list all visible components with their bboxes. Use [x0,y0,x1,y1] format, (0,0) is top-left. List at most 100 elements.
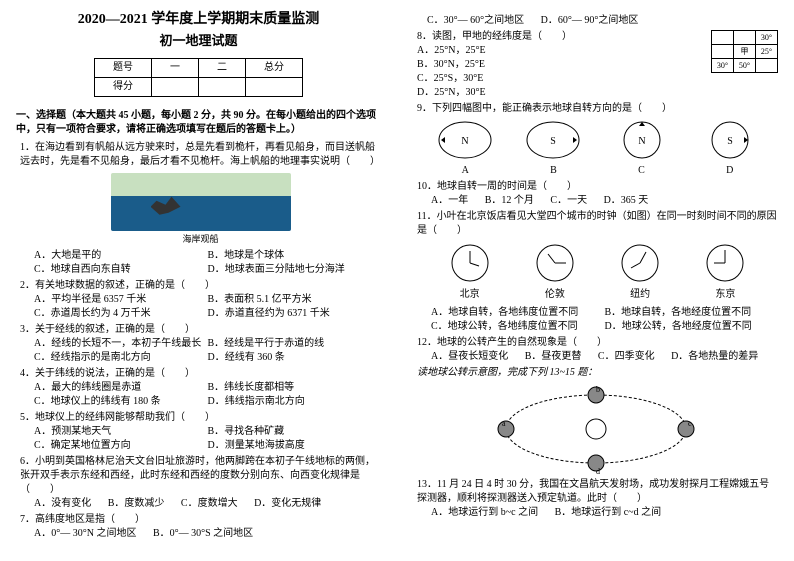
compass-c-icon: N [612,118,672,162]
q2-C: C．赤道周长约为 4 万千米 [34,307,208,321]
q1-text: 1．在海边看到有帆船从远方驶来时，总是先看到桅杆，再看见船身，而目送帆船远去时，… [20,141,381,169]
compass-b-icon: S [523,118,583,162]
q6-A: A．没有变化 [34,497,91,511]
q11-B: B．地球自转，各地经度位置不同 [605,306,779,320]
q1: 1．在海边看到有帆船从远方驶来时，总是先看到桅杆，再看见船身，而目送帆船远去时，… [20,141,381,278]
q11: 11．小叶在北京饭店看见大堂四个城市的时钟（如图）在同一时刻时间不同的原因是（ … [417,210,778,334]
clock-tokyo-icon [704,242,746,284]
city-0: 北京 [460,288,480,302]
q5: 5．地球仪上的经纬网能够帮助我们（ ） A．预测某地天气 B．寻找各种矿藏 C．… [20,411,381,453]
svg-text:N: N [462,136,469,147]
page-subtitle: 初一地理试题 [16,32,381,50]
q12-text: 12．地球的公转产生的自然现象是（ ） [417,336,778,350]
q8-A: A．25°N，25°E [417,44,701,58]
svg-text:a: a [502,419,506,428]
q4-C: C．地球仪上的纬线有 180 条 [34,395,208,409]
q11-clocks [427,242,768,284]
q13: 13．11 月 24 日 4 时 30 分，我国在文昌航天发射场，成功发射探月工… [417,478,778,520]
svg-text:c: c [688,419,692,428]
orbit-diagram-icon: a b c d [496,384,696,474]
q11-text: 11．小叶在北京饭店看见大堂四个城市的时钟（如图）在同一时刻时间不同的原因是（ … [417,210,778,238]
page-title: 2020—2021 学年度上学期期末质量监测 [16,10,381,30]
q9: 9．下列四幅图中，能正确表示地球自转方向的是（ ） N S N S A B C … [417,102,778,178]
q8-D: D．25°N，30°E [417,86,701,100]
q2: 2．有关地球数据的叙述，正确的是（ ） A．平均半径是 6357 千米 B．表面… [20,279,381,321]
q4-B: B．纬线长度都相等 [208,381,382,395]
city-2: 纽约 [630,288,650,302]
q6: 6．小明到英国格林尼治天文台旧址旅游时，他两脚跨在本初子午线地标的两侧，张开双手… [20,455,381,511]
q2-A: A．平均半径是 6357 千米 [34,293,208,307]
q10-B: B．12 个月 [485,194,534,208]
q6-B: B．度数减少 [108,497,165,511]
q13-A: A．地球运行到 b~c 之间 [431,506,538,520]
q6-C: C．度数增大 [181,497,238,511]
clock-beijing-icon [449,242,491,284]
q12: 12．地球的公转产生的自然现象是（ ） A．昼夜长短变化 B．昼夜更替 C．四季… [417,336,778,364]
q7-D: D．60°— 90°之间地区 [541,14,639,28]
city-1: 伦敦 [545,288,565,302]
right-column: C．30°— 60°之间地区 D．60°— 90°之间地区 8．读图，甲地的经纬… [397,0,794,561]
q12-A: A．昼夜长短变化 [431,350,508,364]
intertext: 读地球公转示意图，完成下列 13~15 题： [417,366,778,380]
q3-text: 3．关于经线的叙述，正确的是（ ） [20,323,381,337]
q12-D: D．各地热量的差异 [671,350,758,364]
q9-lC: C [638,164,645,178]
q12-C: C．四季变化 [598,350,655,364]
q10-text: 10．地球自转一周的时间是（ ） [417,180,778,194]
left-column: 2020—2021 学年度上学期期末质量监测 初一地理试题 题号 一 二 总分 … [0,0,397,561]
q4-D: D．纬线指示南北方向 [208,395,382,409]
q7-text: 7．高纬度地区是指（ ） [20,513,381,527]
score-table: 题号 一 二 总分 得分 [94,58,303,97]
q4-text: 4．关于纬线的说法，正确的是（ ） [20,367,381,381]
q4-A: A．最大的纬线圈是赤道 [34,381,208,395]
q1-figcap: 海岸观船 [20,233,381,246]
compass-d-icon: S [700,118,760,162]
q5-D: D．测量某地海拔高度 [208,439,382,453]
score-h1: 一 [152,58,199,77]
svg-text:d: d [596,467,600,474]
q7: 7．高纬度地区是指（ ） A．0°— 30°N 之间地区 B．0°— 30°S … [20,513,381,541]
q3-C: C．经线指示的是南北方向 [34,351,208,365]
compass-a-icon: N [435,118,495,162]
q1-D: D．地球表面三分陆地七分海洋 [208,263,382,277]
q1-A: A．大地是平的 [34,249,208,263]
score-h0: 题号 [95,58,152,77]
q3-A: A．经线的长短不一，本初子午线最长 [34,337,208,351]
q13-B: B．地球运行到 c~d 之间 [555,506,662,520]
q7-C: C．30°— 60°之间地区 [427,14,524,28]
score-h3: 总分 [246,58,303,77]
city-3: 东京 [715,288,735,302]
clock-london-icon [534,242,576,284]
q9-lD: D [726,164,733,178]
q8: 8．读图，甲地的经纬度是（ ） A．25°N，25°E B．30°N，25°E … [417,30,778,100]
q3-B: B．经线是平行于赤道的线 [208,337,382,351]
score-h2: 二 [199,58,246,77]
q7-B: B．0°— 30°S 之间地区 [153,527,253,541]
q13-text: 13．11 月 24 日 4 时 30 分，我国在文昌航天发射场，成功发射探月工… [417,478,778,506]
q10: 10．地球自转一周的时间是（ ） A．一年 B．12 个月 C．一天 D．365… [417,180,778,208]
q6-D: D．变化无规律 [254,497,321,511]
q9-lA: A [462,164,469,178]
q5-text: 5．地球仪上的经纬网能够帮助我们（ ） [20,411,381,425]
q8-grid: 30° 甲25° 30°50° [711,30,778,100]
q9-lB: B [550,164,557,178]
score-r0: 得分 [95,77,152,96]
q10-A: A．一年 [431,194,468,208]
q12-B: B．昼夜更替 [525,350,582,364]
q8-C: C．25°S，30°E [417,72,701,86]
q2-B: B．表面积 5.1 亿平方米 [208,293,382,307]
q8-text: 8．读图，甲地的经纬度是（ ） [417,30,701,44]
q5-B: B．寻找各种矿藏 [208,425,382,439]
q5-C: C．确定某地位置方向 [34,439,208,453]
q10-C: C．一天 [550,194,587,208]
ship-horizon-image [111,173,291,231]
q1-C: C．地球自西向东自转 [34,263,208,277]
q4: 4．关于纬线的说法，正确的是（ ） A．最大的纬线圈是赤道 B．纬线长度都相等 … [20,367,381,409]
q6-text: 6．小明到英国格林尼治天文台旧址旅游时，他两脚跨在本初子午线地标的两侧，张开双手… [20,455,381,497]
q1-figure: 海岸观船 [20,173,381,246]
q1-B: B．地球是个球体 [208,249,382,263]
clock-newyork-icon [619,242,661,284]
q11-A: A．地球自转，各地纬度位置不同 [431,306,605,320]
revolution-figure: a b c d [413,384,778,474]
q3: 3．关于经线的叙述，正确的是（ ） A．经线的长短不一，本初子午线最长 B．经线… [20,323,381,365]
